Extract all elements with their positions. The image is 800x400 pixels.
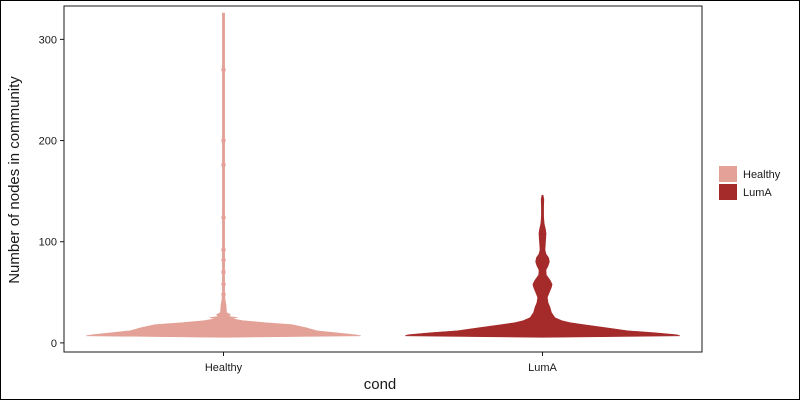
x-tick-label: LumA [528,362,557,374]
violin-bulge-point [221,299,226,306]
violin-bulge-point [221,291,226,297]
violin-bulge-point [221,281,226,287]
violin-bulge-point [221,257,226,263]
y-axis-title: Number of nodes in community [6,76,23,284]
y-tick-label: 0 [51,338,57,350]
violins-layer [86,12,680,338]
y-axis: 0 100 200 300 [39,34,64,350]
y-tick-label: 100 [39,237,57,249]
plot-panel [63,5,703,353]
violin-bulge-point [221,247,226,253]
y-tick-label: 300 [39,34,57,46]
y-tick-label: 200 [39,136,57,148]
violin-bulge-point [221,214,226,221]
violin-luma [405,194,680,338]
legend-swatch [719,166,737,182]
legend-label: Healthy [743,169,781,181]
legend-label: LumA [743,187,772,199]
legend-swatch [719,184,737,200]
violin-bulge-point [221,269,226,275]
violin-bulge-point [221,137,226,144]
violin-bulge-point [221,67,226,73]
violin-bulge-point [221,162,226,168]
x-axis: Healthy LumA [205,352,558,374]
x-axis-title: cond [364,376,397,393]
violin-healthy [86,12,361,338]
x-tick-label: Healthy [205,362,243,374]
legend: Healthy LumA [719,166,781,200]
